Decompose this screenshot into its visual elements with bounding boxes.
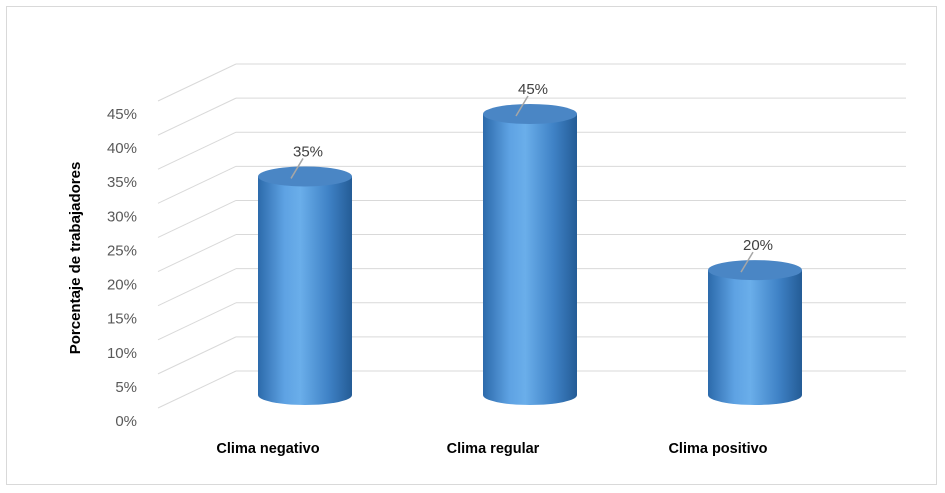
y-tick-label: 5%: [115, 379, 137, 396]
y-tick-label: 25%: [107, 242, 137, 259]
y-tick-label: 15%: [107, 311, 137, 328]
bar: [708, 270, 802, 405]
bar-group: 45%: [483, 81, 577, 405]
bar: [483, 114, 577, 405]
y-tick-label: 0%: [115, 413, 137, 430]
grid-diagonal: [157, 165, 237, 204]
y-tick-label: 30%: [107, 208, 137, 225]
x-category-label: Clima regular: [447, 441, 540, 457]
y-tick-label: 45%: [107, 106, 137, 123]
y-tick-label: 10%: [107, 345, 137, 362]
grid-diagonal: [157, 302, 237, 341]
y-axis-label: Porcentaje de trabajadores: [67, 162, 84, 355]
x-category-label: Clima positivo: [668, 441, 767, 457]
bar-group: 35%: [258, 143, 352, 405]
grid-diagonal: [157, 131, 237, 170]
data-label-leader: [515, 95, 529, 117]
bar-top: [483, 104, 577, 124]
grid-diagonal: [157, 97, 237, 136]
bar-top: [258, 166, 352, 187]
grid-diagonal: [157, 370, 237, 409]
x-axis-categories: Clima negativo Clima regular Clima positiv…: [216, 441, 767, 457]
chart-frame: [6, 6, 937, 485]
bar-top: [708, 260, 802, 281]
y-tick-label: 35%: [107, 174, 137, 191]
bar: [258, 176, 352, 405]
y-tick-label: 40%: [107, 140, 137, 157]
data-label-leader: [290, 158, 304, 179]
data-label: 35%: [293, 143, 323, 160]
data-label: 20%: [743, 237, 773, 254]
grid-diagonal: [157, 234, 237, 273]
grid-diagonal: [157, 199, 237, 238]
grid-diagonal: [157, 268, 237, 307]
y-axis-ticks: 0% 5% 10% 15% 20% 25% 30% 35% 40% 45%: [107, 106, 137, 430]
x-category-label: Clima negativo: [216, 441, 319, 457]
bar-group: 20%: [708, 237, 802, 405]
y-tick-label: 20%: [107, 277, 137, 294]
grid-diagonal: [157, 336, 237, 375]
data-label: 45%: [518, 81, 548, 98]
bars: 35% 45% 20%: [258, 81, 802, 405]
data-label-leader: [740, 251, 754, 273]
grid-diagonal: [157, 63, 237, 102]
